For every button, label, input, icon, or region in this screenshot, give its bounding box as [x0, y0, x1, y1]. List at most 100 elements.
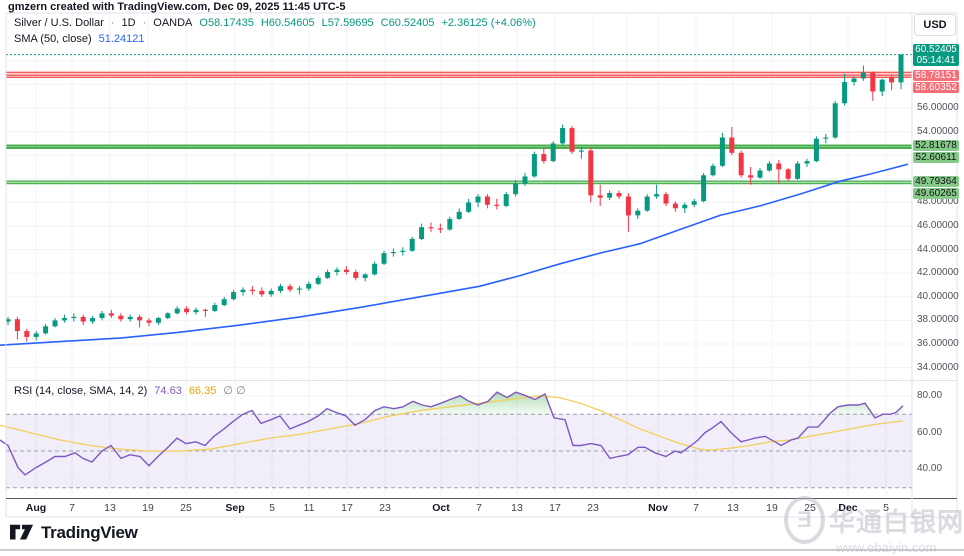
candle-body: [635, 210, 641, 216]
currency-button[interactable]: USD: [914, 14, 956, 36]
candle-body: [588, 150, 594, 196]
candle-body: [672, 203, 678, 209]
candle-body: [898, 54, 904, 83]
legend-separator: ·: [110, 17, 115, 29]
candle-body: [137, 316, 143, 321]
candle-body: [785, 169, 791, 179]
candle-body: [531, 154, 537, 177]
candle-body: [193, 309, 199, 313]
candle-body: [832, 103, 838, 138]
candle-body: [278, 286, 284, 291]
candle-body: [748, 175, 754, 178]
rsi-overbought-fill: [0, 392, 903, 415]
time-axis-label: 17: [549, 502, 561, 514]
rsi-line: [0, 391, 904, 476]
watermark-site-name: 华通白银网: [828, 506, 964, 537]
candle-body: [550, 143, 556, 162]
tradingview-brand[interactable]: TradingView: [10, 523, 138, 543]
candle-body: [597, 195, 603, 198]
candle-body: [108, 313, 114, 316]
time-axis-label: 5: [883, 502, 889, 514]
candle-body: [860, 72, 866, 79]
candle-body: [757, 170, 763, 178]
site-watermark: Ǝ 华通白银网 www.ebaiyin.com: [784, 496, 964, 555]
interval-label[interactable]: 1D: [121, 17, 136, 29]
candle-body: [14, 319, 20, 332]
rsi-tick-label: 80.00: [917, 389, 943, 401]
time-axis-label: Nov: [648, 502, 668, 514]
candle-body: [146, 320, 152, 323]
candle-body: [221, 299, 227, 306]
candle-body: [287, 286, 293, 290]
legend-separator: ·: [142, 17, 147, 29]
time-axis-label: Aug: [25, 502, 47, 514]
rsi-ma-value: 66.35: [188, 385, 217, 397]
price-level-badge: 49.79364: [913, 175, 959, 187]
main-legend: Silver / U.S. Dollar · 1D · OANDA O58.17…: [14, 17, 536, 29]
candle-body: [184, 308, 190, 313]
candle-body: [268, 290, 274, 295]
rsi-hidden-icons[interactable]: ∅ ∅: [223, 385, 246, 397]
candle-body: [437, 228, 443, 230]
price-tick-label: 54.00000: [917, 125, 959, 137]
candle-body: [127, 316, 133, 320]
time-axis-label: 11: [303, 502, 315, 514]
price-level-badge: 49.60265: [913, 187, 959, 199]
time-axis-label: 19: [142, 502, 154, 514]
price-tick-label: 38.00000: [917, 314, 959, 326]
candle-body: [663, 194, 669, 204]
exchange-label[interactable]: OANDA: [153, 17, 193, 29]
candle-body: [503, 194, 509, 206]
candle-body: [400, 250, 406, 252]
rsi-label: RSI (14, close, SMA, 14, 2): [14, 385, 148, 397]
candle-body: [99, 313, 105, 319]
rsi-tick-label: 60.00: [917, 426, 943, 438]
screenshot-credit: gmzern created with TradingView.com, Dec…: [8, 1, 346, 13]
candle-body: [231, 292, 237, 300]
candle-body: [484, 196, 490, 205]
candle-body: [719, 137, 725, 166]
candle-body: [879, 79, 885, 92]
candle-body: [513, 183, 519, 195]
time-axis-label: Sep: [225, 502, 245, 514]
price-level-badge: 58.60352: [913, 81, 959, 93]
candle-body: [174, 308, 180, 314]
time-axis-label: 5: [269, 502, 275, 514]
time-axis-label: 7: [693, 502, 699, 514]
candle-body: [249, 289, 255, 291]
price-tick-label: 34.00000: [917, 361, 959, 373]
candle-body: [851, 78, 857, 83]
candle-body: [80, 316, 86, 322]
time-axis-label: Dec: [838, 502, 858, 514]
candle-body: [466, 202, 472, 212]
candle-body: [52, 320, 58, 327]
candle-body: [644, 196, 650, 211]
sma-label: SMA (50, close): [14, 33, 92, 45]
candle-body: [259, 290, 265, 295]
change-value: +2.36125 (+4.06%): [441, 17, 536, 29]
candle-body: [616, 192, 622, 197]
candle-body: [870, 72, 876, 92]
candle-body: [682, 204, 688, 209]
rsi-legend[interactable]: RSI (14, close, SMA, 14, 2) 74.63 66.35 …: [14, 384, 246, 397]
candle-body: [776, 163, 782, 170]
ohlc-open: O58.17435: [199, 17, 254, 29]
time-axis-label: 25: [180, 502, 192, 514]
ohlc-high: H60.54605: [260, 17, 315, 29]
candle-body: [343, 269, 349, 273]
rsi-ma-line: [0, 395, 904, 452]
candle-body: [541, 154, 547, 162]
candle-body: [334, 269, 340, 273]
rsi-value: 74.63: [154, 385, 182, 397]
candle-body: [889, 77, 895, 83]
price-tick-label: 36.00000: [917, 338, 959, 349]
candle-body: [738, 152, 744, 176]
time-axis-label: 23: [379, 502, 391, 514]
sma-legend[interactable]: SMA (50, close) 51.24121: [14, 33, 145, 45]
time-axis-label: Oct: [432, 502, 450, 514]
candle-body: [795, 163, 801, 179]
candle-body: [419, 227, 425, 239]
symbol-title[interactable]: Silver / U.S. Dollar: [14, 17, 104, 29]
